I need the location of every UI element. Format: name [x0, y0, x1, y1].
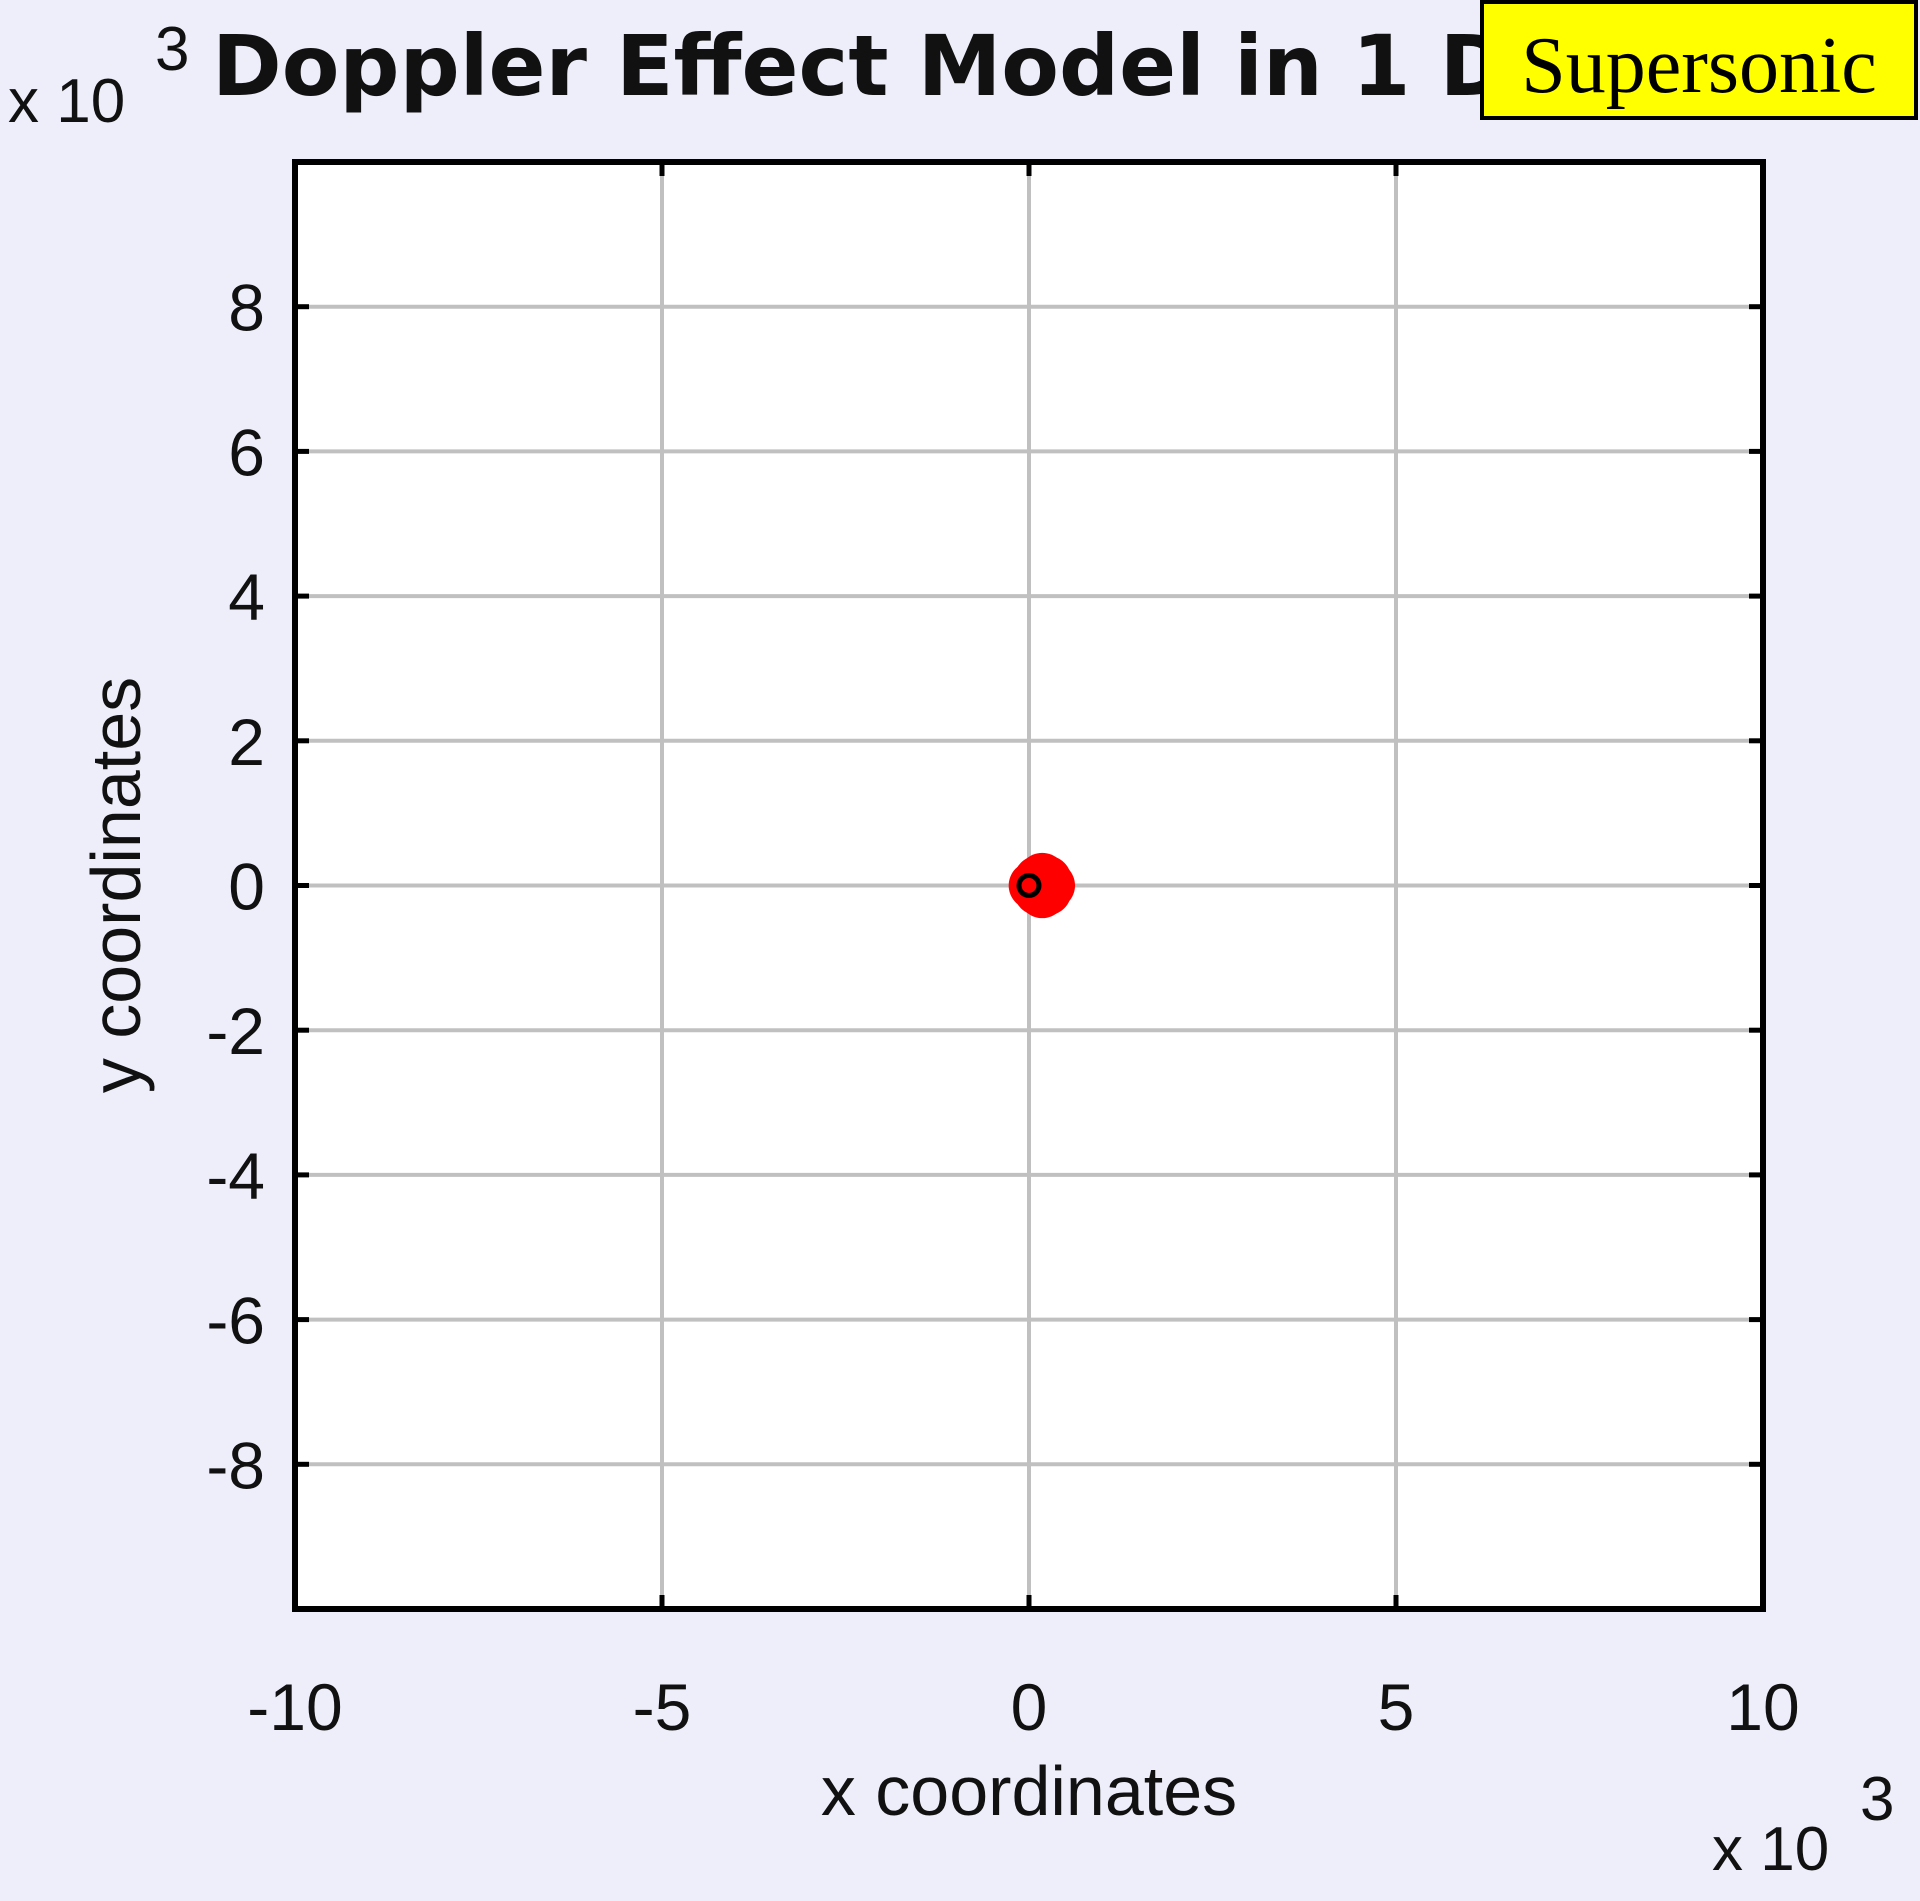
y-axis-label: y coordinates: [77, 677, 155, 1093]
chart-title: Doppler Effect Model in 1 Di: [212, 17, 1538, 115]
x-axis-label: x coordinates: [821, 1752, 1237, 1830]
x-tick-label: 0: [1011, 1670, 1048, 1744]
x-multiplier-base: x 10: [1712, 1815, 1829, 1884]
x-tick-label: 5: [1378, 1670, 1415, 1744]
status-badge: Supersonic: [1480, 0, 1918, 120]
y-tick-label: -4: [206, 1139, 265, 1213]
status-badge-box: [1480, 0, 1918, 120]
y-tick-label: 2: [228, 705, 265, 779]
y-tick-label: 0: [228, 850, 265, 924]
y-tick-label: -8: [206, 1428, 265, 1502]
wavefront-point: [1019, 861, 1068, 910]
y-multiplier-exponent: 3: [155, 15, 189, 84]
y-tick-label: 6: [228, 415, 265, 489]
x-multiplier: x 10: [1712, 1815, 1829, 1884]
source-point: [1016, 873, 1042, 898]
y-tick-label: 4: [228, 560, 265, 634]
y-tick-label: -6: [206, 1284, 265, 1358]
y-multiplier-base: x 10: [8, 67, 125, 136]
x-tick-label: -5: [633, 1670, 692, 1744]
status-badge-label: Supersonic: [1521, 22, 1877, 110]
y-tick-label: 8: [228, 271, 265, 345]
x-multiplier-exponent: 3: [1860, 1765, 1894, 1834]
x-tick-label: -10: [247, 1670, 342, 1744]
data-marks: [1008, 852, 1076, 919]
y-multiplier: x 10: [8, 67, 125, 136]
x-tick-label: 10: [1726, 1670, 1799, 1744]
tick-marks: [292, 162, 1766, 1609]
tick-labels: -10 -5 0 5 10 -8 -6 -4 -2 0 2 4 6 8: [206, 271, 1799, 1744]
y-tick-label: -2: [206, 994, 265, 1068]
